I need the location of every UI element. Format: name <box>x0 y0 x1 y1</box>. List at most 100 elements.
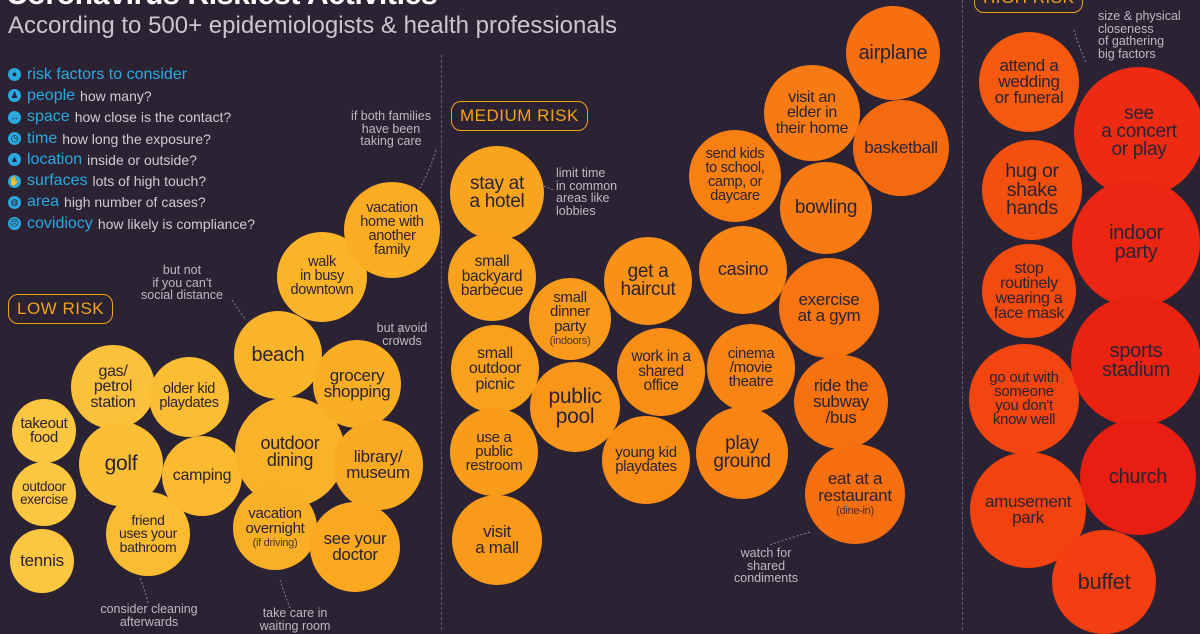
activity-bubble: hug or shake hands <box>982 140 1082 240</box>
activity-bubble: visit an elder in their home <box>764 65 860 161</box>
activity-bubble: older kid playdates <box>149 357 229 437</box>
activity-bubble: young kid playdates <box>602 416 690 504</box>
activity-sublabel: (dine-in) <box>836 504 874 517</box>
activity-bubble: church <box>1080 419 1196 535</box>
activity-bubble: exercise at a gym <box>779 258 879 358</box>
risk-factor-time: ◷ time how long the exposure? <box>8 128 255 149</box>
activity-bubble: library/ museum <box>333 420 423 510</box>
risk-factor-desc: inside or outside? <box>87 151 197 168</box>
activity-sublabel: (indoors) <box>549 334 591 347</box>
activity-label: exercise at a gym <box>797 289 861 325</box>
activity-bubble: beach <box>234 311 322 399</box>
activity-label: ride the subway /bus <box>813 375 869 428</box>
activity-bubble: cinema /movie theatre <box>707 324 795 412</box>
divider-medium-high <box>962 0 963 630</box>
note-both-families: if both families have been taking care <box>351 109 431 148</box>
activity-bubble: ride the subway /bus <box>794 355 888 449</box>
activity-label: see a concert or play <box>1101 102 1177 161</box>
note-size-closeness: size & physical closeness of gathering b… <box>1098 9 1181 61</box>
activity-label: walk in busy downtown <box>290 254 354 298</box>
activity-label: stay at a hotel <box>469 172 525 212</box>
arrows-icon: ↔ <box>8 110 21 124</box>
people-icon: ♟ <box>8 89 21 103</box>
activity-bubble: buffet <box>1052 530 1156 634</box>
divider-low-medium <box>441 55 442 630</box>
activity-label: play ground <box>713 432 771 472</box>
activity-bubble: bowling <box>780 162 872 254</box>
activity-bubble: casino <box>699 226 787 314</box>
activity-label: vacation home with another family <box>360 200 424 258</box>
activity-label: attend a wedding or funeral <box>994 55 1064 108</box>
activity-label: library/ museum <box>346 446 410 482</box>
risk-factor-covidiocy: ☹ covidiocy how likely is compliance? <box>8 213 255 234</box>
activity-bubble: play ground <box>696 407 788 499</box>
activity-label: small outdoor picnic <box>468 345 522 393</box>
activity-bubble: attend a wedding or funeral <box>979 32 1079 132</box>
risk-factor-surfaces: ✋ surfaces lots of high touch? <box>8 170 255 191</box>
activity-label: small backyard barbecue <box>460 252 524 300</box>
activity-label: go out with someone you don't know well <box>989 368 1059 429</box>
activity-bubble: camping <box>162 436 242 516</box>
activity-label: older kid playdates <box>159 381 219 411</box>
low-risk-label: LOW RISK <box>8 294 114 324</box>
activity-label: basketball <box>864 137 938 157</box>
risk-factor-desc: lots of high touch? <box>92 173 207 190</box>
activity-label: casino <box>717 259 769 280</box>
activity-bubble: see a concert or play <box>1074 67 1200 197</box>
activity-bubble: vacation overnight (if driving) <box>233 486 317 570</box>
activity-label: see your doctor <box>323 528 387 564</box>
note-social-distance: but not if you can't social distance <box>141 263 223 302</box>
activity-label: grocery shopping <box>323 365 391 401</box>
risk-factor-term: people <box>27 86 76 104</box>
activity-label: get a haircut <box>620 260 676 300</box>
clock-icon: ◷ <box>8 132 21 146</box>
activity-bubble: tennis <box>10 529 74 593</box>
hand-icon: ✋ <box>8 174 21 188</box>
activity-label: beach <box>251 343 305 366</box>
activity-label: bowling <box>794 196 858 218</box>
risk-factor-space: ↔ space how close is the contact? <box>8 107 255 128</box>
activity-label: visit a mall <box>475 521 519 557</box>
activity-bubble: grocery shopping <box>313 340 401 428</box>
activity-bubble: friend uses your bathroom <box>106 492 190 576</box>
activity-label: airplane <box>858 41 928 64</box>
activity-bubble: go out with someone you don't know well <box>969 344 1079 454</box>
activity-bubble: indoor party <box>1072 179 1200 307</box>
activity-label: golf <box>104 452 138 476</box>
risk-factor-term: location <box>27 150 83 168</box>
activity-label: camping <box>172 467 232 485</box>
medium-risk-label: MEDIUM RISK <box>451 101 588 131</box>
activity-label: amusement park <box>984 491 1072 527</box>
activity-label: tennis <box>20 550 64 570</box>
activity-bubble: public pool <box>530 362 620 452</box>
risk-factor-term: covidiocy <box>27 214 93 232</box>
risk-factors-legend: ● risk factors to consider ♟ people how ma… <box>8 64 255 234</box>
activity-bubble: visit a mall <box>452 495 542 585</box>
activity-label: young kid playdates <box>615 443 677 475</box>
activity-label: eat at a restaurant <box>818 469 892 505</box>
risk-factor-term: time <box>27 129 58 147</box>
risk-factor-desc: how close is the contact? <box>74 109 232 126</box>
activity-label: small dinner party <box>550 289 590 335</box>
activity-bubble: send kids to school, camp, or daycare <box>689 130 781 222</box>
risk-factor-term: surfaces <box>27 172 88 190</box>
activity-label: sports stadium <box>1102 340 1170 381</box>
activity-bubble: vacation home with another family <box>344 182 440 278</box>
risk-factor-term: area <box>27 193 60 211</box>
note-shared-condiments: watch for shared condiments <box>734 546 798 585</box>
face-icon: ☹ <box>8 217 21 231</box>
activity-bubble: small outdoor picnic <box>451 325 539 413</box>
note-consider-cleaning: consider cleaning afterwards <box>100 602 198 629</box>
activity-label: takeout food <box>20 414 68 446</box>
activity-label: stop routinely wearing a face mask <box>993 259 1065 323</box>
page-title: Coronavirus Riskiest Activities <box>6 0 438 12</box>
activity-sublabel: (if driving) <box>252 536 298 549</box>
activity-bubble: get a haircut <box>604 237 692 325</box>
activity-label: work in a shared office <box>631 347 691 395</box>
activity-label: cinema /movie theatre <box>727 344 775 391</box>
activity-bubble: sports stadium <box>1071 296 1200 426</box>
activity-label: church <box>1108 465 1168 488</box>
risk-factor-location: ▲ location inside or outside? <box>8 149 255 170</box>
risk-factors-heading: ● risk factors to consider <box>8 64 255 85</box>
risk-factor-desc: how many? <box>80 87 152 104</box>
